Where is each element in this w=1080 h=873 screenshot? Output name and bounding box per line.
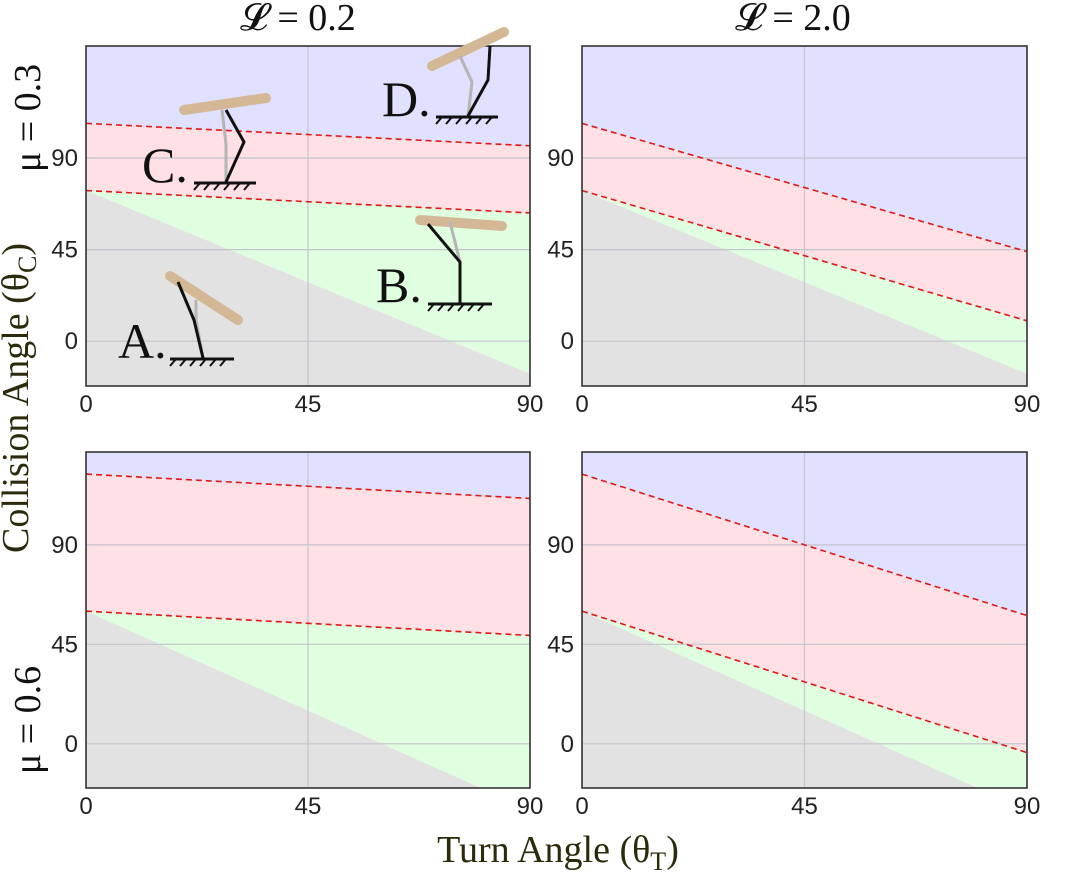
- leg-diagram-a: A.: [118, 271, 243, 369]
- leg-diagram-d: D.: [382, 27, 509, 127]
- y-tick-label: 0: [561, 328, 574, 355]
- x-tick-label: 0: [79, 391, 92, 418]
- lower-boundary-line: [86, 189, 530, 214]
- x-tick-label: 90: [517, 391, 544, 418]
- x-tick-label: 90: [1014, 391, 1041, 418]
- leg-d-shadow: [458, 55, 474, 117]
- x-tick-label: 90: [1014, 793, 1041, 820]
- leg-c-link: [224, 109, 246, 183]
- row-title-top: μ = 0.3: [7, 64, 49, 172]
- y-tick-label: 0: [561, 731, 574, 758]
- leg-c-hatch: [193, 182, 251, 191]
- lower-boundary-line: [86, 610, 530, 637]
- y-tick-label: 90: [51, 532, 78, 559]
- x-tick-label: 0: [79, 793, 92, 820]
- panel-frame: [581, 45, 1028, 387]
- y-tick-label: 90: [547, 145, 574, 172]
- leg-diagram-b: B.: [376, 215, 507, 313]
- panel-top-right: 0 45 90 0 45 90: [547, 45, 1041, 418]
- panel-bottom-right: 0 45 90 0 45 90: [547, 451, 1041, 820]
- upper-boundary-line: [582, 473, 1027, 617]
- leg-b-pad: [415, 215, 507, 231]
- y-tick-label: 0: [65, 731, 78, 758]
- upper-boundary-line: [86, 473, 530, 500]
- leg-b-hatch: [427, 303, 485, 312]
- label-d: D.: [382, 71, 431, 127]
- y-tick-label: 90: [547, 532, 574, 559]
- y-axis-label: Collision Angle (θC): [0, 243, 42, 553]
- leg-b-link: [426, 223, 462, 304]
- col-title-right: 𝓛 = 2.0: [735, 0, 851, 39]
- panel-frame: [85, 45, 531, 387]
- panel-frame: [85, 451, 531, 789]
- upper-boundary-line: [582, 122, 1027, 253]
- x-tick-label: 90: [517, 793, 544, 820]
- y-tick-label: 90: [51, 145, 78, 172]
- y-tick-label: 0: [65, 328, 78, 355]
- x-tick-label: 0: [575, 793, 588, 820]
- lower-boundary-line: [582, 610, 1027, 754]
- upper-boundary-line: [86, 122, 530, 147]
- x-tick-label: 45: [791, 391, 818, 418]
- y-tick-label: 45: [51, 631, 78, 658]
- panel-frame: [581, 451, 1028, 789]
- leg-d-pad: [427, 27, 509, 71]
- leg-d-hatch: [435, 116, 493, 125]
- row-title-bottom: μ = 0.6: [7, 666, 49, 774]
- leg-c-pad: [179, 93, 271, 115]
- leg-diagram-c: C.: [142, 93, 271, 193]
- x-tick-label: 0: [575, 391, 588, 418]
- x-tick-label: 45: [791, 793, 818, 820]
- label-b: B.: [376, 257, 422, 313]
- label-a: A.: [118, 313, 167, 369]
- leg-a-hatch: [169, 358, 227, 367]
- lower-boundary-line: [582, 189, 1027, 322]
- leg-a-link: [176, 281, 205, 359]
- y-tick-label: 45: [51, 237, 78, 264]
- leg-c-shadow: [220, 109, 228, 182]
- panels: 0 45 90 0 45 90 0 45 90 0 45 90 0 45 90 0 45 90 0 45 90 0 45 90: [51, 45, 1041, 820]
- leg-d-link: [466, 45, 492, 117]
- y-tick-label: 45: [547, 237, 574, 264]
- leg-diagrams: A. B. C. D.: [118, 27, 509, 369]
- x-tick-label: 45: [295, 391, 322, 418]
- label-c: C.: [142, 137, 188, 193]
- x-axis-label: Turn Angle (θT): [437, 829, 679, 873]
- panel-bottom-left: 0 45 90 0 45 90: [51, 451, 544, 820]
- x-tick-label: 45: [295, 793, 322, 820]
- col-title-left: 𝓛 = 0.2: [240, 0, 356, 39]
- leg-a-pad: [165, 271, 243, 325]
- y-tick-label: 45: [547, 631, 574, 658]
